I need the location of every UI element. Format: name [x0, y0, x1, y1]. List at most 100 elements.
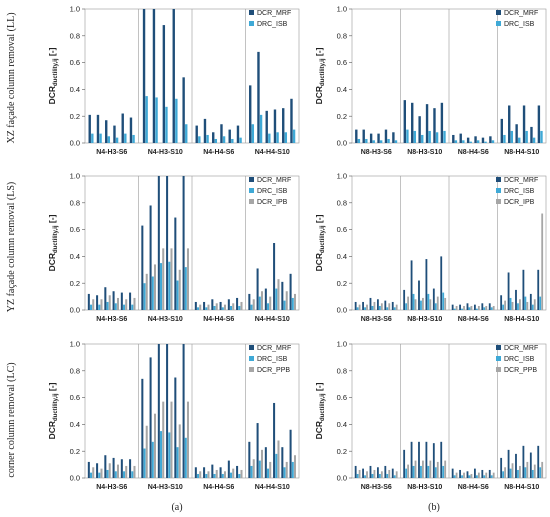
bar-dcr_mrf	[290, 98, 293, 143]
bar-drc_isb	[357, 138, 361, 143]
y-tick-label: 1.0	[337, 5, 347, 14]
bar-drc_isb	[205, 307, 208, 310]
bar-dcr_ppb	[178, 424, 181, 478]
bar-dcr_mrf	[529, 293, 532, 310]
group-label: N8-H3-S6	[361, 484, 392, 491]
bar-dcr_mrf	[142, 9, 146, 143]
bar-dcr_ipb	[240, 301, 243, 310]
group-label: N8-H4-S6	[458, 484, 489, 491]
bar-dcr_ipb	[388, 303, 391, 310]
bar-drc_isb	[524, 296, 527, 310]
bar-dcr_mrf	[182, 176, 185, 310]
bar-drc_isb	[230, 472, 233, 478]
y-tick-label: 0.8	[70, 198, 80, 207]
y-tick-label: 0.8	[337, 31, 347, 40]
bar-dcr_ipb	[436, 296, 439, 310]
bar-dcr_mrf	[203, 467, 206, 478]
bar-drc_isb	[484, 141, 487, 143]
bar-dcr_ppb	[153, 413, 156, 478]
bar-drc_isb	[115, 137, 119, 143]
bar-dcr_mrf	[174, 377, 177, 478]
bar-drc_isb	[90, 472, 93, 478]
y-tick-label: 0.2	[337, 447, 347, 456]
bar-dcr_mrf	[281, 281, 284, 310]
legend-swatch	[249, 177, 254, 182]
bar-dcr_ipb	[455, 305, 458, 310]
bar-dcr_ppb	[358, 469, 361, 478]
bar-dcr_mrf	[256, 268, 259, 310]
bar-dcr_mrf	[265, 110, 268, 143]
bar-drc_isb	[394, 140, 398, 143]
bar-drc_isb	[539, 296, 542, 310]
bar-dcr_mrf	[149, 205, 152, 310]
legend-swatch	[496, 199, 501, 204]
legend-swatch	[496, 188, 501, 193]
bar-dcr_mrf	[87, 461, 90, 478]
bar-drc_isb	[160, 431, 163, 478]
bar-dcr_mrf	[120, 459, 123, 478]
bar-dcr_mrf	[281, 447, 284, 478]
bar-drc_isb	[259, 114, 263, 143]
legend-swatch	[496, 177, 501, 182]
bar-dcr_mrf	[515, 289, 517, 310]
bar-dcr_mrf	[289, 429, 292, 478]
bar-dcr_mrf	[488, 469, 491, 478]
bar-drc_isb	[213, 473, 216, 478]
y-axis-label: DCRductility,ij [-]	[314, 214, 326, 271]
bar-dcr_mrf	[508, 105, 511, 143]
y-tick-label: 1.0	[70, 172, 80, 181]
y-tick-label: 0.2	[337, 279, 347, 288]
bar-dcr_ppb	[463, 472, 465, 478]
legend-swatch	[496, 356, 501, 361]
bar-drc_isb	[517, 303, 519, 310]
bar-dcr_mrf	[537, 445, 540, 478]
bar-dcr_mrf	[141, 225, 144, 310]
group-label: N8-H3-S6	[361, 316, 392, 323]
bar-dcr_ppb	[133, 465, 136, 478]
bar-drc_isb	[168, 432, 171, 478]
bar-drc_isb	[222, 136, 226, 143]
bar-dcr_mrf	[88, 114, 91, 143]
bar-dcr_ipb	[277, 279, 280, 310]
group-label: N4-H4-S10	[255, 316, 290, 323]
bar-dcr_mrf	[96, 295, 99, 310]
group-label: N4-H3-S6	[96, 484, 127, 491]
bar-dcr_mrf	[481, 469, 484, 478]
bar-dcr_ppb	[511, 463, 514, 478]
bar-dcr_mrf	[377, 133, 380, 143]
bar-drc_isb	[151, 441, 154, 478]
bar-drc_isb	[531, 304, 534, 310]
bar-dcr_mrf	[96, 463, 99, 478]
legend-label: DRC_ISB	[257, 21, 288, 28]
bar-drc_isb	[143, 448, 146, 478]
bar-dcr_mrf	[489, 136, 492, 143]
y-tick-label: 1.0	[70, 5, 80, 14]
bar-drc_isb	[420, 300, 422, 310]
bar-dcr_mrf	[273, 243, 276, 310]
bar-dcr_mrf	[248, 293, 251, 310]
bar-dcr_ipb	[285, 291, 288, 310]
bar-dcr_mrf	[203, 301, 206, 310]
group-label: N4-H3-S6	[96, 316, 127, 323]
bar-drc_isb	[413, 130, 417, 143]
bar-drc_isb	[275, 288, 278, 310]
bar-dcr_ppb	[108, 463, 111, 478]
bar-dcr_mrf	[418, 280, 420, 310]
bar-dcr_ipb	[373, 301, 376, 310]
bar-dcr_mrf	[481, 303, 484, 310]
y-tick-label: 0.6	[70, 393, 80, 402]
bar-drc_isb	[420, 465, 422, 478]
legend-swatch	[249, 199, 254, 204]
y-tick-label: 0.4	[337, 85, 347, 94]
bar-dcr_mrf	[425, 104, 429, 143]
bar-drc_isb	[155, 97, 158, 143]
bar-dcr_ppb	[477, 472, 480, 478]
bar-dcr_ipb	[541, 213, 544, 310]
bar-drc_isb	[443, 130, 446, 143]
bar-dcr_ipb	[380, 303, 383, 310]
legend-swatch	[496, 21, 501, 26]
bar-drc_isb	[378, 305, 381, 310]
bar-drc_isb	[250, 304, 253, 310]
bar-dcr_mrf	[391, 301, 394, 310]
bar-drc_isb	[502, 304, 505, 310]
